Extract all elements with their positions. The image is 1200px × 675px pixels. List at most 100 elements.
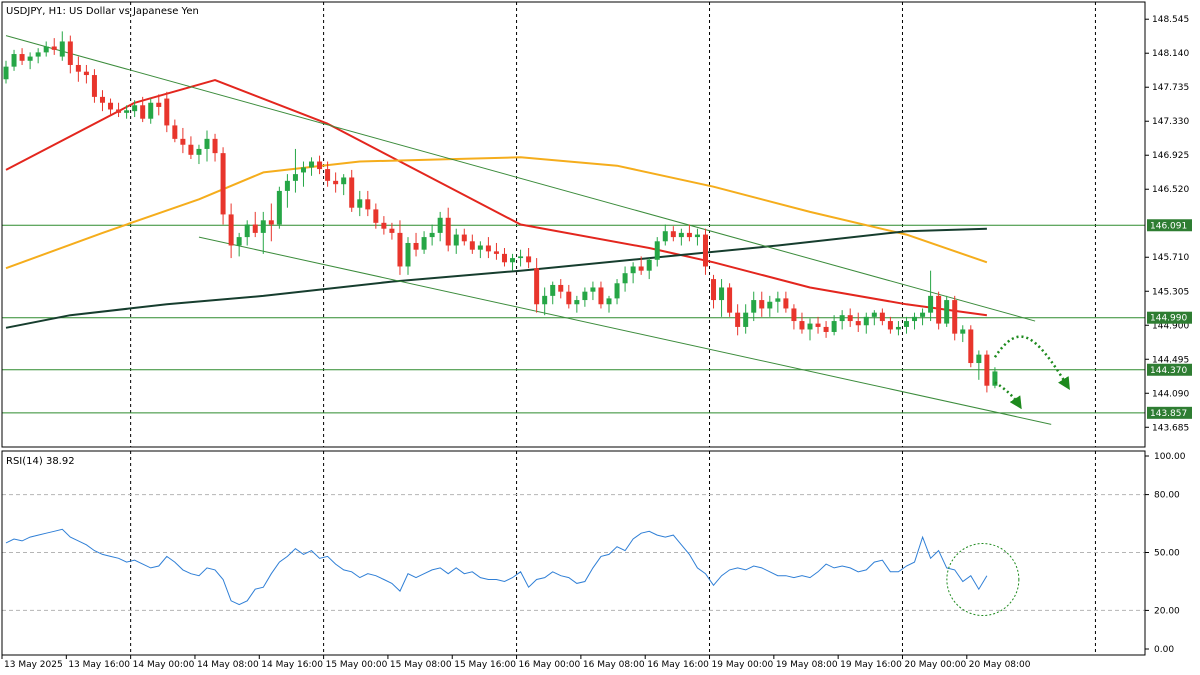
- candle-78: [630, 262, 636, 284]
- candle-21: [172, 119, 178, 143]
- candle-body-72: [582, 291, 588, 301]
- candle-body-41: [333, 180, 339, 185]
- candle-45: [365, 190, 371, 217]
- candle-body-4: [35, 52, 41, 57]
- candle-55: [445, 207, 451, 252]
- candles-layer: [3, 31, 998, 393]
- candle-38: [309, 157, 315, 176]
- level-tag-bg-1: [1147, 311, 1192, 324]
- candle-85: [686, 224, 692, 242]
- candle-body-15: [124, 110, 130, 113]
- candle-body-62: [501, 253, 507, 263]
- candle-68: [550, 281, 556, 305]
- candle-95: [767, 295, 773, 317]
- candle-31: [252, 211, 258, 238]
- candle-74: [598, 281, 604, 309]
- candle-body-105: [847, 315, 853, 322]
- candle-64: [518, 249, 524, 267]
- candle-body-10: [83, 71, 89, 76]
- candle-body-25: [204, 138, 210, 149]
- candle-body-102: [823, 326, 829, 332]
- candle-94: [759, 291, 765, 317]
- candle-body-6: [51, 46, 57, 50]
- level-tag-label-1: 144.990: [1150, 314, 1187, 324]
- candle-body-88: [711, 279, 717, 301]
- candle-28: [228, 203, 234, 259]
- trend-channel-layer: [5, 35, 1052, 425]
- candle-body-0: [3, 66, 9, 80]
- candle-body-98: [791, 308, 797, 322]
- candle-body-36: [292, 174, 298, 181]
- price-tick-label-7: 145.305: [1152, 287, 1189, 297]
- candle-70: [566, 284, 572, 309]
- candle-body-81: [654, 241, 660, 260]
- candle-body-17: [140, 105, 146, 119]
- candle-body-40: [325, 169, 331, 181]
- time-tick-label-9: 16 May 08:00: [583, 660, 645, 670]
- level-tag-bg-2: [1147, 363, 1192, 376]
- candle-body-8: [67, 41, 73, 65]
- candle-body-107: [863, 316, 869, 326]
- candle-body-65: [526, 256, 532, 263]
- candle-110: [887, 316, 893, 334]
- price-tick-label-1: 148.140: [1152, 49, 1189, 59]
- candle-body-54: [437, 217, 443, 233]
- candle-18: [148, 98, 154, 124]
- candle-body-51: [413, 242, 419, 250]
- candle-body-74: [598, 287, 604, 305]
- candle-body-28: [228, 214, 234, 246]
- candle-body-112: [903, 321, 909, 327]
- candle-72: [582, 287, 588, 307]
- trend-line-1: [198, 236, 1052, 425]
- candle-body-108: [871, 312, 877, 317]
- candle-114: [920, 308, 926, 326]
- rsi-tick-label-1: 80.00: [1154, 491, 1180, 501]
- candle-66: [534, 258, 540, 313]
- candle-61: [493, 242, 499, 260]
- candle-102: [823, 321, 829, 338]
- time-tick-label-8: 16 May 00:00: [519, 660, 581, 670]
- candle-76: [614, 279, 620, 305]
- grid-layer: [2, 2, 1145, 655]
- candle-77: [622, 266, 628, 292]
- candle-body-86: [694, 234, 700, 238]
- time-tick-label-5: 15 May 00:00: [326, 660, 388, 670]
- forecast-arrow-0: [993, 335, 1070, 390]
- candle-body-70: [566, 291, 572, 305]
- candle-body-55: [445, 217, 451, 246]
- candle-body-31: [252, 224, 258, 233]
- time-tick-label-14: 20 May 00:00: [904, 660, 966, 670]
- rsi-highlight-circle: [946, 543, 1020, 617]
- candle-90: [727, 283, 733, 317]
- candle-109: [879, 308, 885, 326]
- rsi-tick-label-2: 50.00: [1154, 549, 1180, 559]
- candle-body-67: [542, 295, 548, 305]
- candle-body-44: [357, 199, 363, 208]
- candle-body-9: [75, 64, 81, 72]
- candle-67: [542, 287, 548, 316]
- candle-17: [140, 96, 146, 123]
- candle-body-23: [188, 144, 194, 155]
- candle-113: [912, 312, 918, 330]
- candle-body-94: [759, 300, 765, 309]
- chart-title: USDJPY, H1: US Dollar vs Japanese Yen: [6, 6, 199, 17]
- time-tick-label-6: 15 May 08:00: [390, 660, 452, 670]
- candle-body-114: [920, 312, 926, 317]
- candle-body-7: [59, 41, 65, 57]
- candle-body-22: [180, 138, 186, 145]
- candle-body-83: [670, 231, 676, 238]
- candle-body-73: [590, 287, 596, 292]
- rsi-layer: [5, 528, 1020, 617]
- time-tick-label-2: 14 May 00:00: [133, 660, 195, 670]
- candle-body-33: [268, 220, 274, 225]
- candle-body-47: [381, 222, 387, 229]
- candle-body-43: [349, 177, 355, 208]
- candle-69: [558, 279, 564, 299]
- candle-16: [132, 100, 138, 118]
- candle-5: [43, 41, 49, 57]
- candle-32: [260, 211, 266, 254]
- candle-116: [936, 291, 942, 330]
- candle-39: [317, 155, 323, 175]
